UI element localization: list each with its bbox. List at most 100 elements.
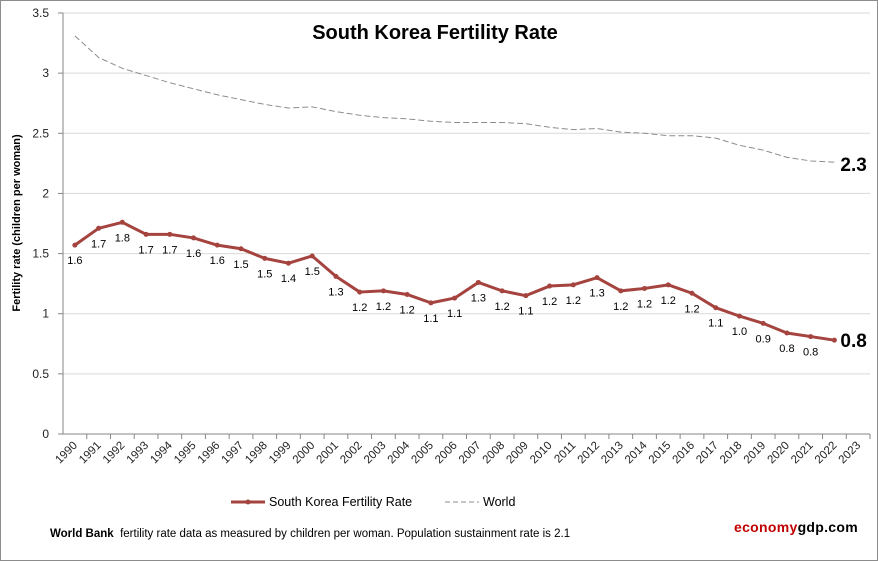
- end-label-world: 2.3: [840, 155, 866, 176]
- data-label: 1.1: [423, 313, 438, 325]
- x-tick-label: 1991: [77, 440, 104, 467]
- x-tick-label: 2018: [718, 440, 745, 467]
- y-tick-label: 3.5: [32, 6, 49, 20]
- y-tick-label: 0: [42, 427, 49, 441]
- data-label: 1.0: [732, 326, 747, 338]
- x-tick-label: 2015: [647, 440, 674, 467]
- data-point: [689, 290, 695, 296]
- data-point: [119, 219, 125, 225]
- x-tick-label: 1995: [172, 440, 199, 467]
- data-point: [309, 253, 315, 259]
- brand-part2: gdp.com: [797, 519, 858, 535]
- data-point: [784, 330, 790, 336]
- data-label: 1.3: [328, 286, 343, 298]
- chart-title: South Korea Fertility Rate: [312, 22, 558, 44]
- x-tick-label: 2002: [338, 440, 365, 467]
- footer-source: World Bank: [50, 528, 114, 540]
- data-point: [238, 246, 244, 252]
- data-label: 1.1: [447, 308, 462, 320]
- legend: South Korea Fertility Rate World: [231, 495, 515, 509]
- x-axis-ticks: 1990199119921993199419951996199719981999…: [53, 433, 871, 467]
- x-tick-label: 2001: [314, 440, 341, 467]
- data-label: 1.2: [352, 302, 367, 314]
- x-tick-label: 2000: [291, 440, 318, 467]
- x-tick-label: 2011: [552, 440, 578, 466]
- data-label: 1.5: [233, 259, 248, 271]
- data-point: [143, 231, 149, 237]
- y-tick-label: 1.5: [32, 247, 49, 261]
- footer-note: World Bank fertility rate data as measur…: [50, 528, 570, 540]
- data-label: 1.4: [281, 273, 296, 285]
- x-tick-label: 2003: [362, 440, 389, 467]
- end-label-south-korea: 0.8: [840, 331, 866, 352]
- data-point: [357, 289, 363, 295]
- data-point: [831, 337, 837, 343]
- data-point: [713, 305, 719, 311]
- data-label: 1.2: [376, 301, 391, 313]
- x-tick-label: 2019: [742, 440, 769, 467]
- x-tick-label: 2006: [433, 440, 460, 467]
- data-label: 1.8: [115, 232, 130, 244]
- data-point: [547, 283, 553, 289]
- x-tick-label: 1997: [220, 440, 247, 467]
- x-tick-label: 2021: [789, 440, 816, 467]
- x-tick-label: 1992: [101, 440, 128, 467]
- data-point: [452, 295, 458, 301]
- data-label: 0.8: [779, 343, 794, 355]
- legend-label-south-korea: South Korea Fertility Rate: [269, 495, 412, 509]
- data-label: 1.3: [471, 292, 486, 304]
- y-axis-ticks: 0 0.5 1 1.5 2 2.5 3 3.5: [32, 6, 64, 441]
- series-line-world: [74, 35, 835, 163]
- x-tick-label: 2008: [481, 440, 508, 467]
- x-tick-label: 2005: [409, 440, 436, 467]
- x-tick-label: 2022: [813, 440, 840, 467]
- data-point: [736, 313, 742, 319]
- data-label: 1.5: [305, 266, 320, 278]
- y-tick-label: 1: [42, 307, 49, 321]
- brand-logo: economygdp.com: [734, 519, 858, 535]
- data-point: [618, 288, 624, 294]
- y-axis-label: Fertility rate (children per woman): [11, 134, 23, 312]
- data-point: [594, 275, 600, 281]
- data-label: 1.2: [613, 301, 628, 313]
- data-label: 1.7: [138, 244, 153, 256]
- data-point: [642, 285, 648, 291]
- data-point: [808, 334, 814, 340]
- data-point: [760, 320, 766, 326]
- data-label: 1.2: [542, 296, 557, 308]
- data-point: [72, 242, 78, 248]
- data-label: 1.1: [518, 306, 533, 318]
- x-tick-label: 2020: [765, 440, 792, 467]
- legend-label-world: World: [483, 495, 515, 509]
- x-tick-label: 1999: [267, 440, 294, 467]
- x-tick-label: 1994: [148, 439, 175, 466]
- data-point: [167, 231, 173, 237]
- data-point: [191, 235, 197, 241]
- data-point: [96, 225, 102, 231]
- data-label: 1.2: [566, 295, 581, 307]
- data-point: [570, 282, 576, 288]
- x-tick-label: 1998: [243, 440, 270, 467]
- data-point: [665, 282, 671, 288]
- data-label: 0.8: [803, 347, 818, 359]
- data-label: 1.2: [637, 298, 652, 310]
- x-tick-label: 2014: [623, 439, 650, 466]
- x-tick-label: 2017: [694, 440, 721, 467]
- legend-marker-south-korea: [245, 499, 251, 505]
- x-tick-label: 2009: [504, 440, 531, 467]
- data-label: 0.9: [756, 333, 771, 345]
- data-label: 1.3: [589, 288, 604, 300]
- x-tick-label: 2013: [599, 440, 626, 467]
- data-point: [499, 288, 505, 294]
- data-label: 1.7: [162, 244, 177, 256]
- x-tick-label: 2012: [576, 440, 603, 467]
- brand-part1: economy: [734, 519, 798, 535]
- data-point: [523, 293, 529, 299]
- data-label: 1.2: [494, 301, 509, 313]
- y-tick-label: 3: [42, 66, 49, 80]
- y-tick-label: 0.5: [32, 367, 49, 381]
- x-tick-label: 1990: [53, 440, 80, 467]
- data-point: [285, 260, 291, 266]
- x-tick-label: 1996: [196, 440, 223, 467]
